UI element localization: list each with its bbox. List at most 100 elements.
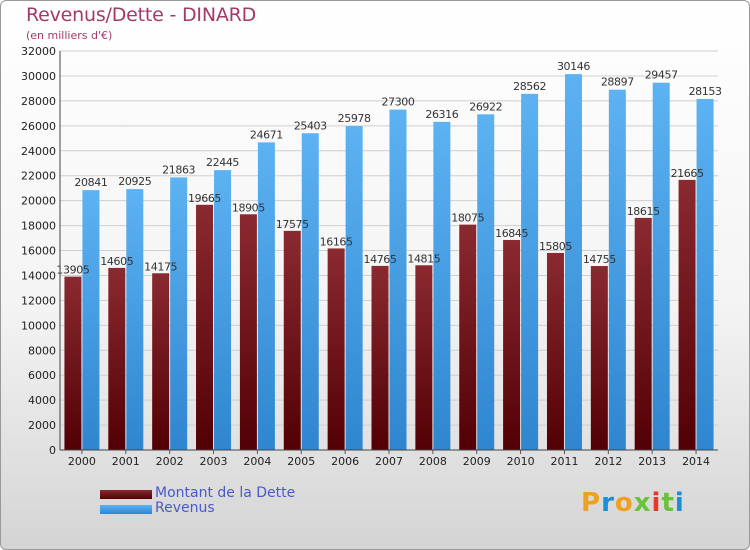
data-label-debt: 18075 xyxy=(451,212,484,225)
data-label-revenue: 26316 xyxy=(425,108,458,121)
y-tick-label: 30000 xyxy=(21,70,56,83)
y-tick-label: 6000 xyxy=(28,369,56,382)
data-label-debt: 13905 xyxy=(56,264,89,277)
x-tick-label: 2005 xyxy=(287,455,315,468)
bar-revenue xyxy=(564,74,582,450)
y-tick-label: 26000 xyxy=(21,120,56,133)
x-tick-label: 2011 xyxy=(550,455,578,468)
y-tick-label: 0 xyxy=(49,444,56,457)
bar-revenue xyxy=(433,121,451,450)
y-tick-label: 4000 xyxy=(28,394,56,407)
proxiti-logo: Proxiti xyxy=(581,488,685,518)
bar-debt xyxy=(239,214,257,450)
axis-layer: 0 2000 4000 6000 8000 10000 12000 14000 16000 180… xyxy=(21,45,718,468)
y-tick-label: 22000 xyxy=(21,170,56,183)
bar-debt xyxy=(327,248,345,450)
x-tick-label: 2012 xyxy=(594,455,622,468)
bar-revenue xyxy=(652,82,670,450)
data-label-debt: 14175 xyxy=(144,260,177,273)
bar-debt xyxy=(678,179,696,450)
data-label-revenue: 20841 xyxy=(74,176,107,189)
bar-revenue xyxy=(257,142,275,450)
data-label-revenue: 29457 xyxy=(645,69,678,82)
data-label-debt: 18905 xyxy=(232,201,265,214)
data-label-revenue: 25978 xyxy=(338,112,371,125)
bar-revenue xyxy=(301,133,319,450)
logo-letter: i xyxy=(651,488,662,518)
data-label-revenue: 28562 xyxy=(513,80,546,93)
data-label-debt: 16845 xyxy=(495,227,528,240)
logo-letter: x xyxy=(633,488,652,518)
x-tick-label: 2006 xyxy=(331,455,359,468)
bar-debt xyxy=(283,230,301,450)
bar-revenue xyxy=(126,189,144,450)
x-tick-label: 2010 xyxy=(507,455,535,468)
data-label-debt: 15805 xyxy=(539,240,572,253)
legend-label-debt: Montant de la Dette xyxy=(155,485,296,501)
y-tick-label: 10000 xyxy=(21,319,56,332)
x-tick-label: 2009 xyxy=(463,455,491,468)
data-label-debt: 16165 xyxy=(320,235,353,248)
x-tick-label: 2014 xyxy=(682,455,710,468)
chart-title: Revenus/Dette - DINARD xyxy=(26,4,257,26)
data-label-debt: 21665 xyxy=(671,167,704,180)
y-tick-label: 14000 xyxy=(21,269,56,282)
bar-revenue xyxy=(82,190,100,450)
bar-debt xyxy=(590,266,608,450)
data-label-revenue: 27300 xyxy=(382,96,415,109)
data-label-revenue: 24671 xyxy=(250,128,283,141)
bar-revenue xyxy=(521,93,539,451)
data-label-revenue: 28153 xyxy=(689,85,722,98)
legend-swatch-revenue xyxy=(100,505,152,514)
data-label-debt: 14765 xyxy=(364,253,397,266)
logo-letter: o xyxy=(614,488,634,518)
data-label-debt: 18615 xyxy=(627,205,660,218)
grid-layer xyxy=(60,50,718,451)
logo-letter: r xyxy=(601,488,615,518)
y-tick-label: 20000 xyxy=(21,195,56,208)
x-tick-label: 2007 xyxy=(375,455,403,468)
legend-swatch-debt xyxy=(100,490,152,499)
logo-letter: i xyxy=(674,488,685,518)
bar-debt xyxy=(546,252,564,450)
bars-layer xyxy=(64,74,714,451)
y-tick-label: 12000 xyxy=(21,294,56,307)
x-tick-label: 2004 xyxy=(243,455,271,468)
bar-revenue xyxy=(477,114,495,450)
data-label-revenue: 21863 xyxy=(162,163,195,176)
bar-debt xyxy=(196,204,214,450)
x-tick-label: 2008 xyxy=(419,455,447,468)
y-tick-label: 24000 xyxy=(21,145,56,158)
y-tick-label: 18000 xyxy=(21,220,56,233)
legend-label-revenue: Revenus xyxy=(155,500,215,516)
chart-subtitle: (en milliers d'€) xyxy=(26,29,113,42)
bar-debt xyxy=(634,217,652,450)
y-tick-label: 32000 xyxy=(21,45,56,58)
data-label-debt: 19665 xyxy=(188,192,221,205)
bar-debt xyxy=(108,267,126,450)
data-label-revenue: 28897 xyxy=(601,76,634,89)
data-label-revenue: 25403 xyxy=(294,119,327,132)
bar-revenue xyxy=(214,170,232,450)
logo-letter: P xyxy=(581,488,602,518)
bar-revenue xyxy=(389,109,407,451)
bar-revenue xyxy=(608,89,626,451)
bar-revenue xyxy=(170,177,188,450)
y-tick-label: 28000 xyxy=(21,95,56,108)
y-tick-label: 2000 xyxy=(28,419,56,432)
data-label-revenue: 30146 xyxy=(557,60,590,73)
x-tick-label: 2002 xyxy=(156,455,184,468)
data-label-revenue: 26922 xyxy=(469,100,502,113)
data-label-debt: 17575 xyxy=(276,218,309,231)
y-tick-label: 16000 xyxy=(21,245,56,258)
bar-revenue xyxy=(345,126,363,450)
y-tick-label: 8000 xyxy=(28,344,56,357)
x-tick-label: 2000 xyxy=(68,455,96,468)
bar-debt xyxy=(415,265,433,450)
bar-debt xyxy=(64,276,82,450)
x-tick-label: 2001 xyxy=(112,455,140,468)
bar-debt xyxy=(503,239,521,450)
bar-debt xyxy=(459,224,477,450)
data-label-debt: 14815 xyxy=(407,252,440,265)
